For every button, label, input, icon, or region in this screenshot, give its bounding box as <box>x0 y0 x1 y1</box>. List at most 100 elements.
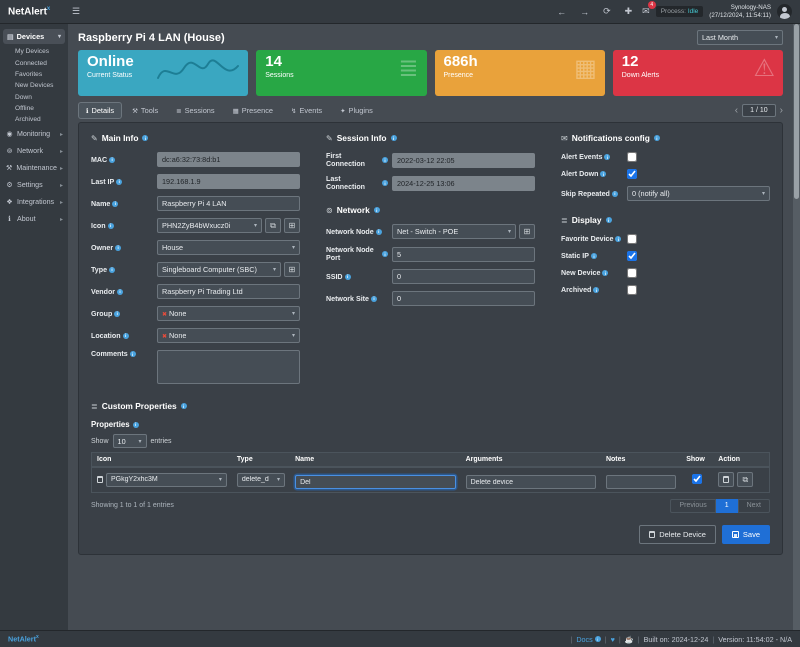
previous-page-button[interactable]: Previous <box>670 498 716 513</box>
caret-down-icon: ▾ <box>138 438 142 445</box>
scrollbar-thumb[interactable] <box>794 24 799 199</box>
icon-picker-button[interactable]: ⊞ <box>284 218 300 233</box>
docs-link[interactable]: Docs <box>576 635 601 644</box>
comments-textarea[interactable] <box>157 350 300 384</box>
grid-icon: ⊞ <box>288 221 296 230</box>
location-select[interactable]: ✖ None ▾ <box>157 328 300 343</box>
sidebar-item-archived[interactable]: Archived <box>15 116 41 124</box>
field-label: Network Site <box>326 294 369 303</box>
last-connection-input[interactable] <box>392 175 535 191</box>
card-presence[interactable]: 686h Presence ▦ <box>434 50 605 96</box>
page-1-button[interactable]: 1 <box>715 498 738 513</box>
sidebar-item-my-devices[interactable]: My Devices <box>15 48 50 56</box>
property-notes-input[interactable] <box>605 475 677 489</box>
scrollbar[interactable] <box>793 24 800 630</box>
card-current-status[interactable]: Online Current Status <box>78 50 249 96</box>
copy-icon-button[interactable]: ⧉ <box>265 218 281 233</box>
tab-presence[interactable]: ▦ Presence <box>225 102 281 119</box>
sidebar-item-maintenance[interactable]: ⚒ Maintenance ▸ <box>0 160 68 177</box>
group-select[interactable]: ✖ None ▾ <box>157 306 300 321</box>
delete-device-button[interactable]: Delete Device <box>639 524 716 544</box>
tab-tools[interactable]: ⚒ Tools <box>124 102 166 119</box>
sidebar-item-new-devices[interactable]: New Devices <box>15 82 54 90</box>
property-name-input[interactable] <box>295 475 456 489</box>
type-select[interactable]: Singleboard Computer (SBC) ▾ <box>157 262 281 277</box>
menu-icon[interactable]: ☰ <box>72 6 81 16</box>
main-info-header: ✎ Main Info <box>91 133 300 143</box>
refresh-icon[interactable]: ⟳ <box>603 6 611 16</box>
network-node-select[interactable]: Net - Switch - POE ▾ <box>392 224 516 239</box>
x-icon: ✖ <box>162 312 168 318</box>
nav-back-icon[interactable]: ← <box>557 6 567 17</box>
sidebar-item-settings[interactable]: ⚙ Settings ▸ <box>0 177 68 194</box>
static-ip-checkbox[interactable] <box>627 251 637 261</box>
archived-checkbox[interactable] <box>627 285 637 295</box>
property-icon-select[interactable]: PGkgY2xhc3M ▾ <box>106 472 227 487</box>
save-button[interactable]: Save <box>721 524 770 544</box>
next-device-button[interactable]: › <box>779 104 783 116</box>
list-icon: ≣ <box>176 107 182 115</box>
nav-forward-icon[interactable]: → <box>580 6 590 17</box>
ssid-input[interactable] <box>392 269 535 284</box>
info-icon <box>107 222 114 229</box>
edit-type-button[interactable]: ⊞ <box>284 262 300 277</box>
info-icon <box>382 251 388 257</box>
mac-input[interactable] <box>157 152 300 167</box>
list-icon: ≣ <box>561 215 568 225</box>
network-site-input[interactable] <box>392 291 535 306</box>
device-name-input[interactable] <box>157 196 300 211</box>
sidebar-item-monitoring[interactable]: ◉ Monitoring ▸ <box>0 126 68 143</box>
donate-heart-icon[interactable]: ♥ <box>610 634 615 644</box>
tab-events[interactable]: ↯ Events <box>283 102 330 119</box>
icon-select[interactable]: PHN2ZyB4bWxucz0i ▾ <box>157 218 262 233</box>
about-icon: ℹ <box>8 216 11 224</box>
coffee-icon[interactable]: ☕ <box>624 634 634 644</box>
property-show-checkbox[interactable] <box>692 473 703 484</box>
first-connection-input[interactable] <box>392 152 535 168</box>
favorite-device-checkbox[interactable] <box>627 234 637 244</box>
plugin-icon: ✦ <box>340 107 346 115</box>
user-avatar[interactable] <box>777 4 792 19</box>
skip-repeated-select[interactable]: 0 (notify all) ▾ <box>627 186 770 201</box>
card-sessions[interactable]: 14 Sessions ≣ <box>256 50 427 96</box>
sidebar-item-connected[interactable]: Connected <box>15 59 47 67</box>
field-label: First Connection <box>326 152 366 168</box>
next-page-button[interactable]: Next <box>737 498 770 513</box>
property-arguments-input[interactable] <box>465 475 596 489</box>
tab-plugins[interactable]: ✦ Plugins <box>332 102 381 119</box>
owner-select[interactable]: House ▾ <box>157 240 300 255</box>
period-select[interactable]: Last Month ▾ <box>697 30 783 45</box>
sidebar-item-offline[interactable]: Offline <box>15 105 34 113</box>
sidebar-item-network[interactable]: ⊚ Network ▸ <box>0 143 68 160</box>
field-label: Alert Events <box>561 153 603 161</box>
sidebar-label: About <box>17 215 36 224</box>
vendor-input[interactable] <box>157 284 300 299</box>
new-device-checkbox[interactable] <box>627 268 637 278</box>
prev-device-button[interactable]: ‹ <box>734 104 739 116</box>
network-node-port-input[interactable] <box>392 246 535 262</box>
card-down-alerts[interactable]: 12 Down Alerts ⚠ <box>612 50 783 96</box>
sidebar-item-down[interactable]: Down <box>15 93 32 101</box>
tab-sessions[interactable]: ≣ Sessions <box>168 102 222 119</box>
sidebar-item-about[interactable]: ℹ About ▸ <box>0 211 68 228</box>
process-status-badge: Process: Idle <box>655 6 704 17</box>
delete-property-button[interactable] <box>718 472 735 488</box>
alert-down-checkbox[interactable] <box>627 169 637 179</box>
last-ip-input[interactable] <box>157 174 300 189</box>
footer-brand-link[interactable]: NetAlertx <box>8 634 39 643</box>
entries-count-select[interactable]: 10 ▾ <box>112 434 147 448</box>
maximize-icon[interactable]: ✚ <box>624 6 633 16</box>
sidebar-item-integrations[interactable]: ❖ Integrations ▸ <box>0 194 68 211</box>
app-logo[interactable]: NetAlertx <box>0 6 68 17</box>
card-value: 14 <box>265 53 282 70</box>
sidebar-item-favorites[interactable]: Favorites <box>15 70 43 78</box>
notifications-bell-icon[interactable]: ✉ 4 <box>642 1 656 17</box>
topbar-right: ← → ⟳ ✚ ✉ 4 Process: Idle Synology-NAS (2… <box>553 1 800 20</box>
tab-details[interactable]: ℹ Details <box>78 102 123 119</box>
network-node-edit-button[interactable]: ⊞ <box>519 224 535 239</box>
property-type-select[interactable]: delete_d ▾ <box>236 472 286 487</box>
sidebar-devices-toggle[interactable]: ▤ Devices ▾ <box>3 29 65 44</box>
alert-events-checkbox[interactable] <box>627 152 637 162</box>
copy-property-button[interactable]: ⧉ <box>737 472 754 488</box>
brand-sup: x <box>46 5 51 12</box>
